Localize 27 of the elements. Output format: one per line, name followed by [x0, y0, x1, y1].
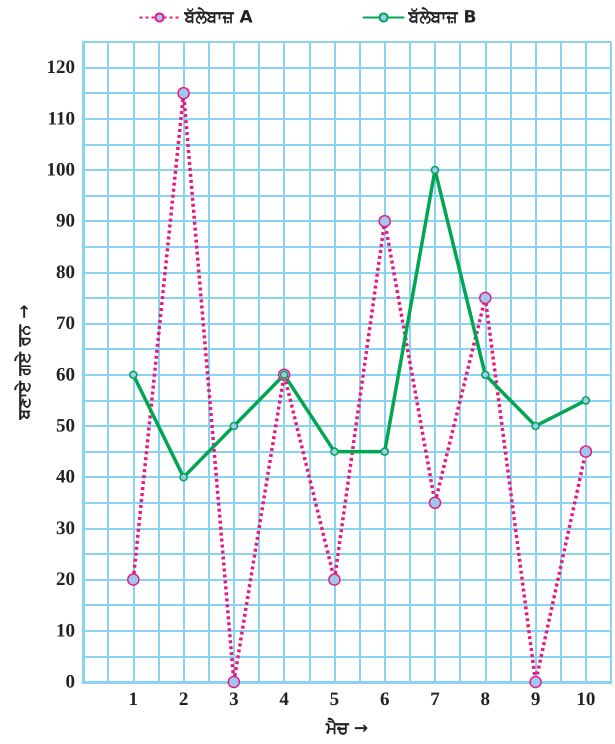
y-tick-label: 110	[48, 108, 75, 130]
y-tick-label: 10	[56, 620, 75, 642]
x-tick-label: 3	[229, 689, 239, 710]
x-tick-label: 2	[178, 689, 188, 710]
y-tick-label: 60	[56, 364, 75, 386]
y-tick-label: 20	[56, 569, 75, 590]
x-tick-label: 7	[430, 689, 440, 710]
y-tick-label: 70	[56, 313, 75, 334]
x-tick-label: 1	[128, 689, 138, 710]
y-tick-label: 0	[66, 672, 75, 692]
y-tick-label: 80	[56, 262, 75, 283]
legend-label: ਬੱਲੇਬਾਜ਼ A	[184, 6, 254, 28]
x-tick-label: 10	[576, 689, 596, 710]
x-tick-label: 9	[530, 689, 540, 710]
x-tick-label: 6	[380, 689, 390, 710]
x-tick-label: 8	[480, 689, 490, 710]
y-tick-label: 100	[46, 160, 75, 180]
y-tick-label: 120	[46, 57, 75, 78]
x-tick-label: 4	[279, 689, 290, 710]
y-tick-label: 40	[56, 466, 75, 488]
y-axis-title: ਬਣਾਏ ਗਏ ਰਨ →	[14, 304, 34, 420]
y-tick-label: 50	[56, 416, 75, 436]
x-axis-title: ਮੈਚ →	[324, 718, 368, 738]
y-tick-label: 90	[56, 210, 75, 232]
legend-label: ਬੱਲੇਬਾਜ਼ B	[408, 6, 476, 28]
x-tick-label: 5	[330, 689, 340, 710]
y-tick-label: 30	[56, 518, 75, 539]
